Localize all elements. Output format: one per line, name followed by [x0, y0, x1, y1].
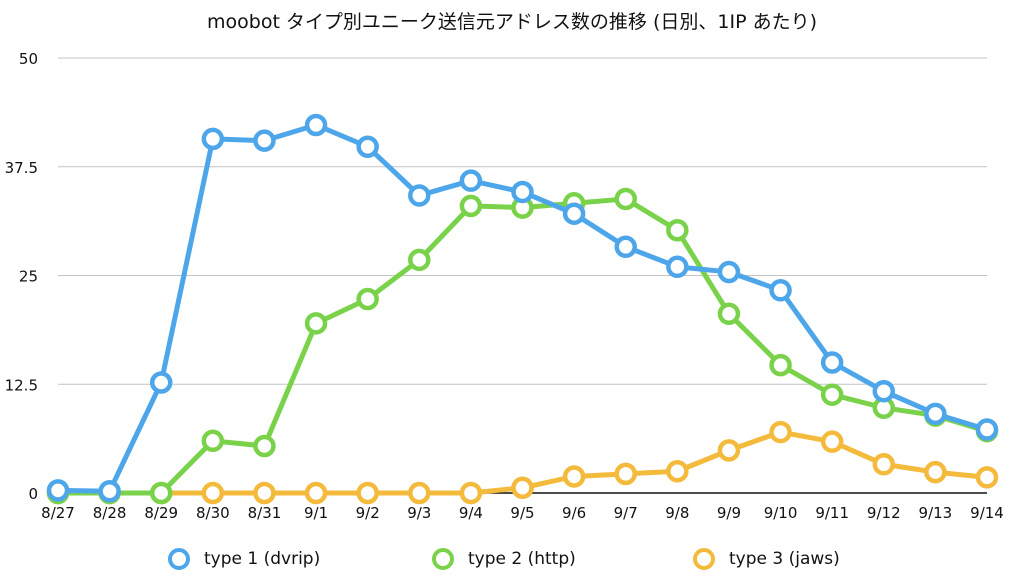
data-point [408, 248, 431, 272]
data-point [924, 460, 947, 484]
data-point [459, 169, 483, 192]
data-point [511, 476, 534, 500]
x-tick-label: 9/12 [867, 504, 901, 522]
x-tick-label: 8/27 [41, 504, 75, 522]
x-tick-label: 9/11 [815, 504, 849, 522]
data-point [666, 219, 689, 242]
y-tick-label: 25 [19, 268, 38, 286]
data-point [717, 439, 741, 462]
y-tick-label: 50 [19, 50, 38, 68]
data-point [201, 127, 225, 151]
data-point [253, 481, 276, 505]
data-point [562, 202, 586, 225]
data-point [201, 429, 225, 453]
series-line [55, 122, 990, 494]
data-point [769, 353, 792, 377]
data-point [356, 135, 379, 158]
data-point [304, 312, 328, 335]
legend-item-type3: type 3 (jaws) [693, 548, 840, 570]
x-tick-label: 9/1 [304, 504, 328, 522]
data-point [253, 434, 276, 458]
legend-label-type1: type 1 (dvrip) [204, 549, 321, 569]
data-point [717, 260, 741, 284]
legend-item-type1: type 1 (dvrip) [168, 548, 320, 570]
legend-marker-type2 [432, 548, 454, 570]
x-tick-label: 9/8 [665, 504, 689, 522]
x-tick-label: 9/2 [356, 504, 380, 522]
legend-marker-type3 [693, 548, 715, 570]
data-point [408, 481, 431, 505]
data-point [201, 481, 225, 505]
data-point [975, 418, 999, 441]
data-point [820, 351, 844, 374]
y-tick-label: 12.5 [5, 376, 38, 394]
x-tick-label: 9/14 [970, 504, 1004, 522]
x-tick-label: 9/4 [459, 504, 483, 522]
data-point [562, 465, 586, 488]
legend-label-type3: type 3 (jaws) [729, 549, 840, 569]
legend-marker-type1 [168, 548, 190, 570]
data-point [614, 187, 637, 211]
data-point [717, 302, 741, 326]
data-point [356, 481, 379, 505]
x-tick-label: 9/5 [510, 504, 534, 522]
data-point [666, 460, 689, 483]
data-point [149, 371, 173, 394]
data-point [820, 383, 844, 406]
data-point [924, 402, 947, 426]
chart-legend: type 1 (dvrip) type 2 (http) type 3 (jaw… [0, 548, 1024, 578]
x-tick-label: 8/29 [144, 504, 178, 522]
chart-title: moobot タイプ別ユニーク送信元アドレス数の推移 (日別、1IP あたり) [207, 11, 817, 33]
x-tick-label: 8/30 [196, 504, 230, 522]
data-point [46, 479, 70, 502]
data-point [149, 481, 173, 505]
data-point [666, 255, 689, 279]
data-point [769, 279, 792, 302]
data-point [356, 287, 379, 311]
x-tick-label: 9/10 [764, 504, 798, 522]
x-tick-label: 9/6 [562, 504, 586, 522]
y-tick-label: 0 [28, 485, 38, 503]
legend-item-type2: type 2 (http) [432, 548, 576, 570]
data-point [820, 430, 844, 453]
x-tick-label: 9/9 [717, 504, 741, 522]
data-point [872, 453, 896, 476]
data-point [459, 481, 483, 505]
data-point [459, 194, 483, 218]
x-tick-label: 8/28 [93, 504, 127, 522]
data-point [975, 466, 999, 489]
data-point [253, 129, 276, 152]
data-point [98, 480, 121, 503]
data-point [304, 481, 328, 505]
legend-label-type2: type 2 (http) [468, 549, 576, 569]
x-tick-label: 8/31 [248, 504, 282, 522]
data-point [408, 184, 431, 207]
y-tick-label: 37.5 [5, 159, 38, 177]
data-point [614, 462, 637, 486]
data-point [769, 420, 792, 444]
data-point [511, 180, 534, 204]
data-point [614, 235, 637, 259]
x-tick-label: 9/3 [407, 504, 431, 522]
data-point [872, 379, 896, 403]
data-point [304, 113, 328, 137]
x-tick-label: 9/7 [614, 504, 638, 522]
x-tick-label: 9/13 [919, 504, 953, 522]
